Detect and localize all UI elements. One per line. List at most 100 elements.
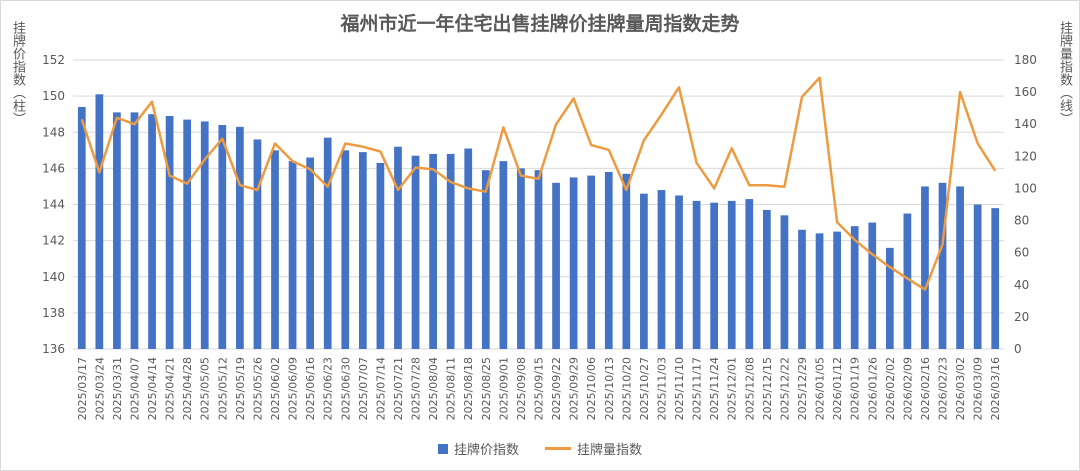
x-tick-label: 2025/04/07: [129, 357, 142, 420]
left-tick-label: 142: [42, 234, 65, 248]
price-bar: [973, 204, 982, 349]
price-bar: [77, 106, 86, 350]
right-tick-label: 80: [1014, 214, 1029, 228]
x-tick-label: 2025/05/19: [234, 357, 247, 420]
x-tick-label: 2025/12/29: [796, 357, 809, 420]
x-tick-label: 2025/09/08: [515, 357, 528, 420]
x-tick-label: 2026/01/19: [849, 357, 862, 420]
price-bar: [991, 208, 1000, 349]
x-tick-label: 2025/03/24: [93, 357, 106, 420]
x-tick-label: 2025/12/01: [726, 357, 739, 420]
x-tick-label: 2025/07/07: [357, 357, 370, 420]
price-bar: [165, 115, 174, 350]
price-bar: [446, 153, 455, 349]
x-tick-label: 2026/02/02: [884, 357, 897, 420]
x-tick-label: 2025/08/18: [462, 357, 475, 420]
x-tick-label: 2025/10/13: [603, 357, 616, 420]
x-tick-label: 2025/08/25: [480, 357, 493, 420]
x-tick-label: 2025/06/02: [269, 357, 282, 420]
x-tick-label: 2025/10/20: [620, 357, 633, 420]
right-tick-label: 140: [1014, 117, 1037, 131]
x-tick-label: 2025/09/22: [550, 357, 563, 420]
price-bar: [657, 190, 666, 349]
x-tick-label: 2025/05/26: [251, 357, 264, 420]
price-bar: [534, 170, 543, 349]
x-tick-label: 2025/05/12: [216, 357, 229, 420]
price-bar: [376, 162, 385, 349]
price-bar: [288, 161, 297, 349]
right-tick-label: 40: [1014, 278, 1029, 292]
price-bar: [815, 233, 824, 349]
right-tick-label: 160: [1014, 85, 1037, 99]
price-bar: [885, 247, 894, 349]
price-bar: [464, 148, 473, 349]
price-bar: [604, 171, 613, 349]
x-tick-label: 2025/11/10: [673, 357, 686, 420]
price-bar: [675, 195, 683, 349]
legend-label-price: 挂牌价指数: [453, 443, 519, 458]
price-bar: [253, 139, 262, 349]
legend-item-price: 挂牌价指数: [437, 439, 519, 458]
x-tick-label: 2026/03/16: [989, 357, 1002, 420]
x-tick-label: 2025/05/05: [199, 357, 212, 420]
price-bar: [200, 121, 209, 349]
price-bar: [956, 186, 964, 349]
left-tick-label: 150: [42, 89, 65, 103]
price-bar: [798, 229, 806, 349]
legend-swatch-bar: [437, 443, 448, 454]
price-bar: [921, 186, 929, 349]
price-bar: [868, 222, 877, 349]
price-bar: [271, 150, 279, 349]
x-tick-label: 2025/11/17: [691, 357, 704, 420]
price-bar: [358, 152, 367, 349]
x-tick-label: 2025/03/17: [76, 357, 89, 420]
x-tick-label: 2025/09/29: [568, 357, 581, 420]
x-tick-label: 2025/10/27: [638, 357, 651, 420]
x-tick-label: 2026/02/09: [901, 357, 914, 420]
left-tick-label: 152: [42, 53, 65, 67]
x-tick-label: 2025/07/21: [392, 357, 405, 420]
x-tick-label: 2026/03/02: [954, 357, 967, 420]
price-bar: [306, 157, 315, 349]
x-tick-label: 2025/12/08: [743, 357, 756, 420]
x-tick-label: 2025/08/11: [445, 357, 458, 420]
left-tick-label: 136: [42, 342, 65, 356]
x-tick-label: 2025/06/23: [322, 357, 335, 420]
x-tick-label: 2026/02/16: [919, 357, 932, 420]
right-tick-label: 180: [1014, 53, 1037, 67]
x-tick-label: 2025/07/28: [410, 357, 423, 420]
right-tick-label: 20: [1014, 310, 1029, 324]
x-tick-label: 2026/03/09: [972, 357, 985, 420]
right-tick-label: 120: [1014, 149, 1037, 163]
x-tick-label: 2025/11/24: [708, 357, 721, 420]
price-bar: [587, 175, 596, 349]
x-tick-label: 2025/06/09: [287, 357, 300, 420]
left-tick-label: 140: [42, 270, 65, 284]
price-bar: [622, 173, 631, 349]
price-bar: [218, 125, 227, 350]
price-bar: [850, 226, 859, 349]
x-tick-label: 2026/01/05: [814, 357, 827, 420]
legend-swatch-line: [545, 447, 571, 450]
x-tick-label: 2026/02/23: [937, 357, 950, 420]
x-tick-label: 2025/07/14: [374, 357, 387, 420]
price-bar: [833, 231, 841, 349]
price-bar: [552, 182, 560, 349]
right-tick-label: 100: [1014, 181, 1037, 195]
x-tick-label: 2026/01/12: [831, 357, 844, 420]
price-bar: [394, 146, 402, 349]
right-tick-label: 60: [1014, 246, 1029, 260]
price-bar: [745, 199, 754, 349]
x-tick-label: 2025/03/31: [111, 357, 124, 420]
x-tick-label: 2025/10/06: [585, 357, 598, 420]
x-tick-label: 2025/04/21: [164, 357, 177, 420]
x-tick-label: 2026/01/26: [866, 357, 879, 420]
left-tick-label: 144: [42, 198, 65, 212]
price-bar: [481, 170, 490, 349]
left-axis-label: 挂牌价指数（柱）: [10, 21, 25, 125]
right-tick-label: 0: [1014, 342, 1022, 356]
x-tick-label: 2025/04/28: [181, 357, 194, 420]
price-bar: [148, 114, 156, 349]
